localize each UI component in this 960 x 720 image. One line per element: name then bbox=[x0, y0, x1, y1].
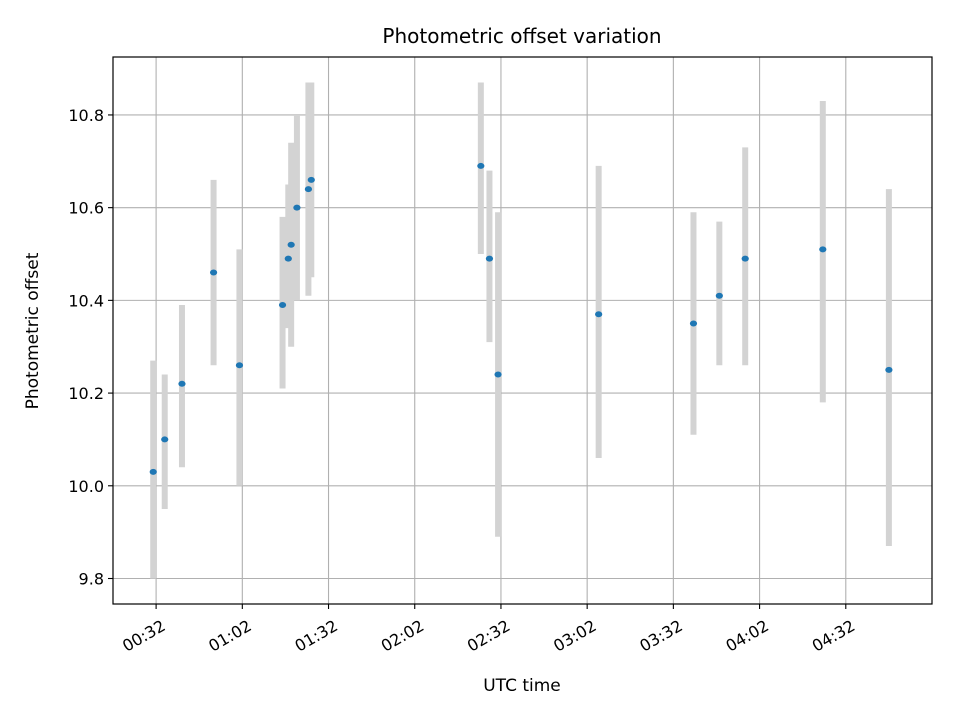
y-axis: 9.8 10.0 10.2 10.4 10.6 10.8 bbox=[68, 106, 113, 589]
y-tick-label: 10.6 bbox=[68, 199, 104, 218]
data-point bbox=[715, 292, 723, 299]
x-axis-label: UTC time bbox=[483, 676, 561, 696]
grid bbox=[113, 57, 932, 604]
data-point bbox=[819, 246, 827, 253]
data-point bbox=[494, 371, 502, 378]
data-point bbox=[741, 255, 749, 262]
data-point bbox=[178, 380, 186, 387]
data-point bbox=[304, 186, 313, 193]
y-tick-label: 10.0 bbox=[68, 477, 104, 496]
y-tick-label: 10.8 bbox=[68, 106, 104, 125]
data-point bbox=[689, 320, 698, 327]
data-point bbox=[287, 241, 295, 248]
data-point bbox=[477, 162, 485, 169]
data-point bbox=[235, 362, 244, 369]
data-point bbox=[885, 366, 893, 373]
y-tick-label: 9.8 bbox=[79, 570, 104, 589]
y-tick-label: 10.4 bbox=[68, 291, 104, 310]
data-point bbox=[161, 436, 169, 443]
data-point bbox=[209, 269, 218, 276]
y-axis-label: Photometric offset bbox=[23, 252, 43, 409]
data-point bbox=[595, 311, 603, 318]
data-point bbox=[307, 176, 315, 183]
data-points bbox=[149, 162, 893, 475]
data-point bbox=[485, 255, 494, 262]
y-tick-label: 10.2 bbox=[68, 384, 104, 403]
data-point bbox=[293, 204, 301, 211]
chart-title: Photometric offset variation bbox=[382, 24, 661, 48]
data-point bbox=[278, 302, 287, 309]
data-point bbox=[149, 468, 157, 475]
plot-frame bbox=[112, 56, 933, 605]
data-point bbox=[284, 255, 292, 262]
